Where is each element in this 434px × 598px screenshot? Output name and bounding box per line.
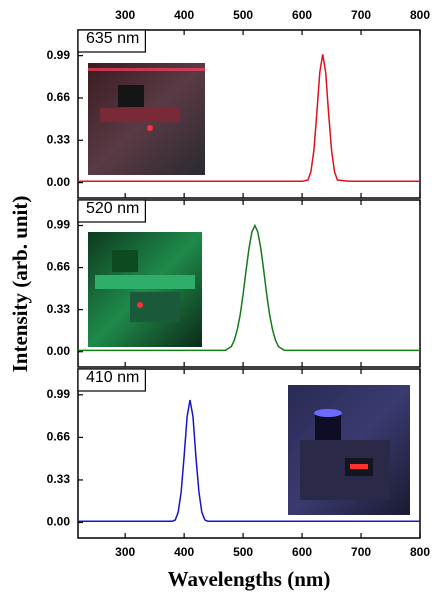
y-tick-label: 0.99 — [47, 48, 71, 62]
x-tick-label: 600 — [292, 545, 312, 559]
spectrum-line — [78, 223, 420, 352]
y-tick-label: 0.66 — [47, 430, 71, 444]
panel-label: 410 nm — [86, 369, 139, 386]
x-tick-label: 700 — [351, 8, 371, 22]
y-tick-label: 0.33 — [47, 132, 71, 146]
y-tick-label: 0.00 — [47, 175, 71, 189]
y-tick-label: 0.66 — [47, 90, 71, 104]
photo — [88, 232, 202, 347]
x-tick-label: 800 — [410, 545, 430, 559]
panel-label-box — [77, 199, 146, 223]
x-axis-label: Wavelengths (nm) — [168, 567, 331, 591]
panel-label-box — [77, 29, 146, 53]
x-tick-label: 700 — [351, 545, 371, 559]
panel-label: 520 nm — [86, 200, 139, 217]
x-tick-label: 500 — [233, 8, 253, 22]
x-tick-label: 300 — [115, 545, 135, 559]
x-tick-label: 500 — [233, 545, 253, 559]
x-tick-label: 400 — [174, 8, 194, 22]
panel-label: 635 nm — [86, 30, 139, 47]
y-tick-label: 0.99 — [47, 218, 71, 232]
plot-frame — [77, 199, 421, 368]
y-tick-label: 0.99 — [47, 387, 71, 401]
x-tick-label: 600 — [292, 8, 312, 22]
plot-frame — [77, 368, 421, 539]
spectrum-line — [78, 399, 420, 522]
panel-label-box — [77, 368, 146, 392]
photo — [288, 385, 410, 515]
x-tick-label: 300 — [115, 8, 135, 22]
plot-frame — [77, 29, 421, 199]
y-tick-label: 0.00 — [47, 515, 71, 529]
x-tick-label: 400 — [174, 545, 194, 559]
x-tick-label: 800 — [410, 8, 430, 22]
y-axis-label: Intensity (arb. unit) — [8, 196, 32, 373]
spectrum-line — [78, 54, 420, 183]
y-tick-label: 0.33 — [47, 472, 71, 486]
y-tick-label: 0.33 — [47, 302, 71, 316]
y-tick-label: 0.66 — [47, 260, 71, 274]
photo — [88, 63, 205, 175]
y-tick-label: 0.00 — [47, 344, 71, 358]
